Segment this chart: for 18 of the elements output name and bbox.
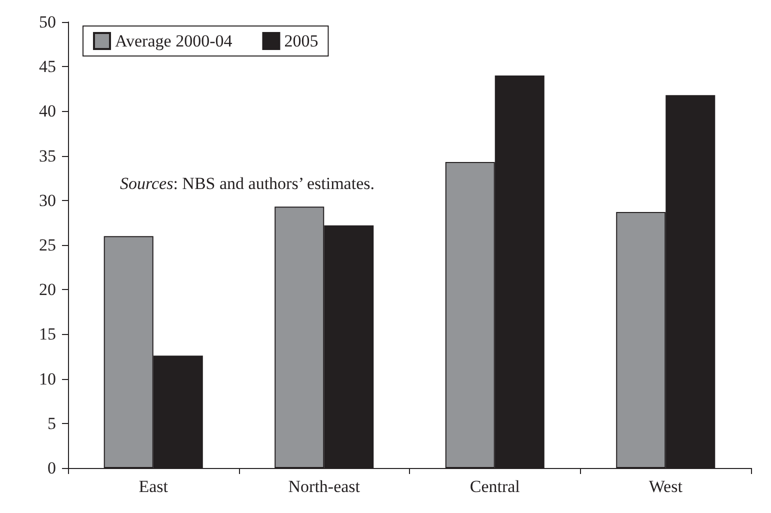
y-tick-label: 0 <box>48 458 56 478</box>
y-tick-label: 5 <box>48 414 56 433</box>
x-tick-label: Central <box>470 477 520 496</box>
y-tick-label: 15 <box>39 324 56 344</box>
y-tick-label: 25 <box>39 236 56 254</box>
y-tick-label: 20 <box>39 280 56 300</box>
y-tick-label: 30 <box>39 190 56 210</box>
x-tick-label: North-east <box>288 477 360 496</box>
y-tick-label: 10 <box>39 369 56 388</box>
x-tick-label: West <box>648 477 683 496</box>
y-tick-label: 40 <box>39 102 56 121</box>
x-tick-label: East <box>138 477 168 496</box>
y-tick-label: 35 <box>39 146 56 166</box>
y-tick-label: 45 <box>39 57 56 76</box>
legend-label: 2005 <box>284 32 318 50</box>
y-tick-label: 50 <box>39 12 56 32</box>
legend-label: Average 2000-04 <box>115 32 233 50</box>
annotation: Sources: NBS and authors’ estimates. <box>120 174 374 193</box>
